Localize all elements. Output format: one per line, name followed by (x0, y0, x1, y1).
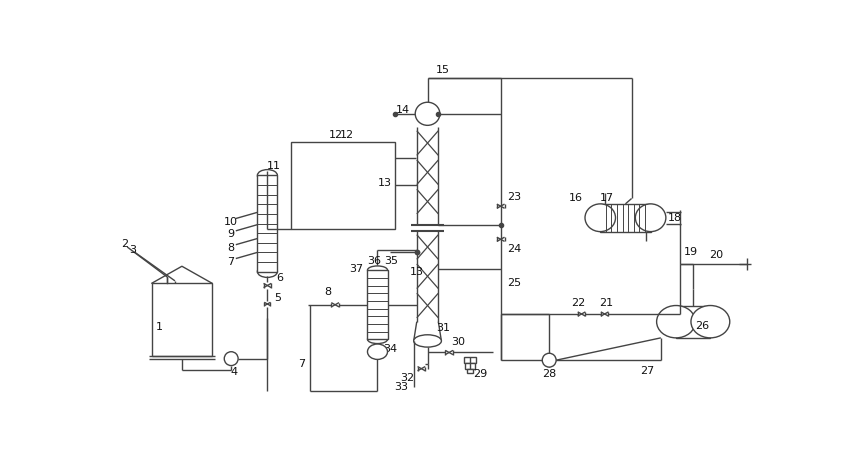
Bar (368, 270, 387, 340)
Text: 4: 4 (230, 367, 237, 377)
Ellipse shape (585, 204, 616, 232)
Bar (257, 176, 277, 272)
Text: 8: 8 (324, 287, 331, 297)
Text: 12: 12 (329, 129, 342, 140)
Text: 9: 9 (227, 229, 234, 239)
Text: 1: 1 (156, 323, 163, 333)
Text: 7: 7 (227, 257, 234, 267)
Text: 2: 2 (121, 239, 129, 249)
Bar (464, 357, 476, 363)
Text: 28: 28 (542, 369, 556, 379)
Ellipse shape (257, 266, 278, 277)
Ellipse shape (413, 335, 441, 347)
Ellipse shape (656, 305, 695, 338)
Text: 30: 30 (451, 337, 465, 347)
Ellipse shape (415, 102, 440, 125)
Text: 22: 22 (572, 298, 585, 308)
Text: 33: 33 (395, 382, 408, 392)
Text: 12: 12 (340, 129, 354, 140)
Text: 35: 35 (385, 256, 398, 266)
Bar (676, 305, 711, 338)
Text: 10: 10 (224, 217, 237, 226)
Text: 25: 25 (507, 278, 522, 288)
Text: 24: 24 (507, 243, 522, 254)
Text: 13: 13 (410, 267, 424, 276)
Ellipse shape (368, 335, 387, 344)
Text: 5: 5 (274, 293, 282, 303)
Text: 32: 32 (401, 373, 414, 383)
Bar (467, 368, 473, 373)
Bar (601, 204, 650, 232)
Bar (465, 363, 474, 368)
Text: 16: 16 (569, 193, 583, 203)
Ellipse shape (257, 170, 278, 181)
Text: 36: 36 (368, 256, 381, 266)
Text: 23: 23 (507, 192, 522, 202)
Text: 11: 11 (267, 161, 280, 171)
Text: 3: 3 (129, 245, 136, 255)
Bar (291, 142, 396, 228)
Ellipse shape (368, 266, 387, 274)
Ellipse shape (635, 204, 666, 232)
Ellipse shape (368, 344, 387, 360)
Bar (152, 283, 212, 356)
Text: 8: 8 (227, 243, 234, 253)
Text: 27: 27 (639, 366, 654, 376)
Circle shape (542, 353, 556, 367)
Text: 37: 37 (349, 263, 363, 274)
Text: 31: 31 (436, 323, 450, 333)
Text: 17: 17 (600, 193, 613, 203)
Circle shape (224, 352, 238, 366)
Text: 14: 14 (396, 105, 410, 115)
Text: 13: 13 (379, 178, 392, 188)
Text: 19: 19 (684, 248, 698, 257)
Text: 34: 34 (383, 344, 397, 354)
Text: 26: 26 (695, 320, 710, 331)
Text: 29: 29 (473, 369, 488, 379)
Text: 7: 7 (298, 359, 306, 369)
Text: 20: 20 (709, 250, 723, 260)
Text: 15: 15 (436, 65, 450, 75)
Text: 21: 21 (599, 298, 613, 308)
Text: 6: 6 (276, 273, 283, 283)
Ellipse shape (691, 305, 730, 338)
Text: 18: 18 (668, 213, 682, 223)
